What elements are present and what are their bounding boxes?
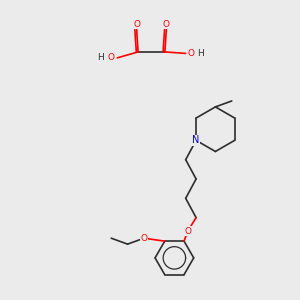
Text: H: H bbox=[197, 49, 204, 58]
Text: O: O bbox=[140, 234, 147, 243]
Text: O: O bbox=[163, 20, 170, 29]
Text: O: O bbox=[184, 226, 191, 236]
Text: O: O bbox=[107, 53, 114, 62]
Text: O: O bbox=[133, 20, 140, 29]
Text: N: N bbox=[192, 135, 200, 145]
Text: O: O bbox=[188, 49, 194, 58]
Text: H: H bbox=[98, 53, 104, 62]
